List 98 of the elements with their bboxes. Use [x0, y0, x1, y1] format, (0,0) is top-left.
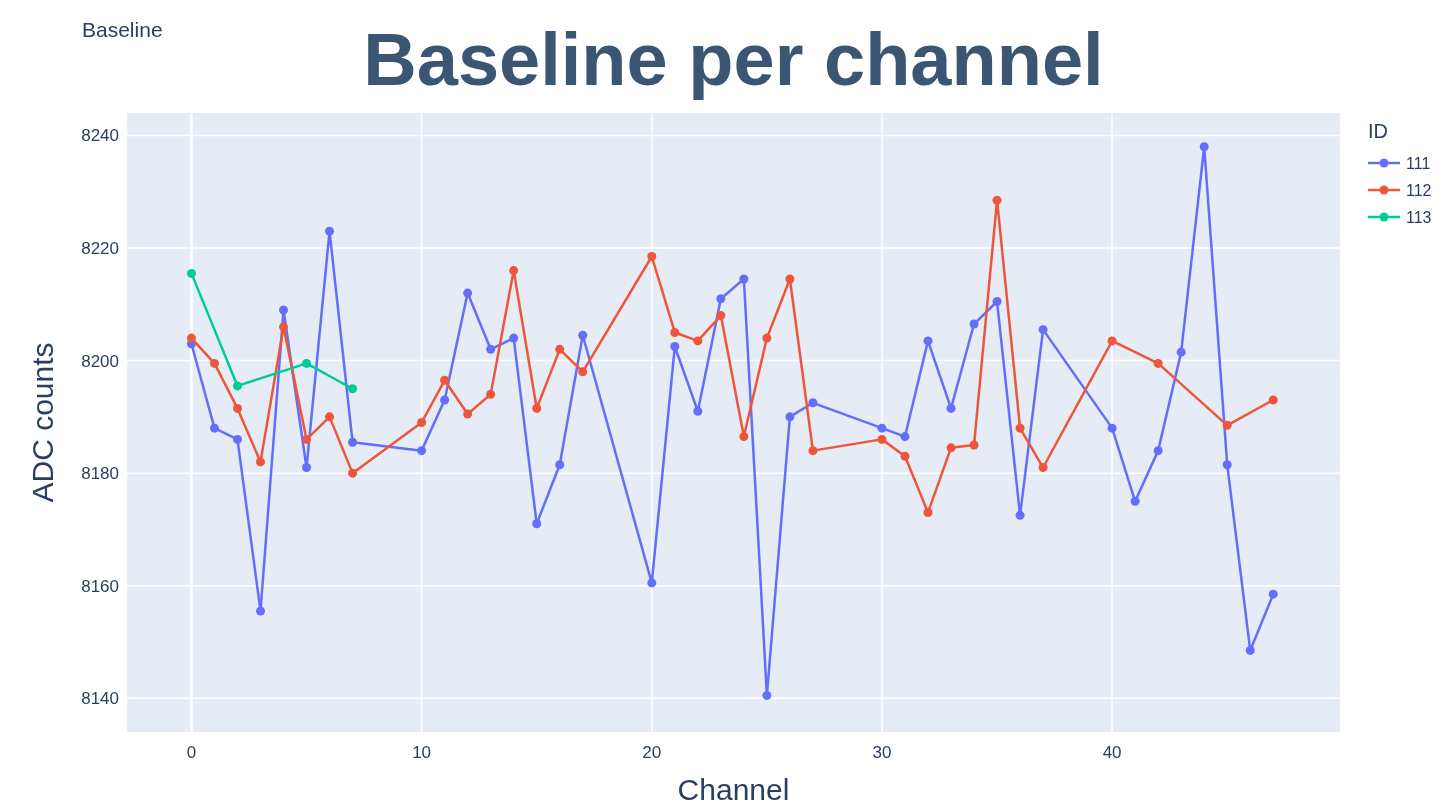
x-tick-label: 40 [1102, 743, 1122, 762]
point [555, 344, 565, 354]
point [900, 432, 910, 442]
point [302, 434, 312, 444]
point [1153, 358, 1163, 368]
point [716, 294, 726, 304]
point [1176, 347, 1186, 357]
point [256, 457, 265, 467]
y-tick-label: 8160 [81, 576, 119, 596]
point [647, 578, 657, 588]
point [716, 311, 726, 321]
y-tick-label: 8200 [81, 351, 119, 371]
point [348, 437, 358, 447]
point [785, 274, 795, 284]
point [532, 519, 542, 529]
legend-label: 111 [1406, 154, 1431, 172]
point [325, 412, 335, 422]
point [532, 403, 542, 413]
y-tick-label: 8180 [81, 464, 119, 484]
point [1245, 645, 1255, 655]
x-tick-label: 0 [186, 743, 197, 762]
point [808, 446, 818, 456]
y-tick-label: 8140 [81, 689, 119, 709]
legend-label: 112 [1406, 181, 1432, 199]
point [209, 358, 219, 368]
point [670, 327, 680, 337]
point [900, 451, 910, 461]
point [1130, 496, 1140, 506]
point [256, 606, 265, 616]
x-tick-label: 30 [872, 743, 892, 762]
point [647, 252, 657, 261]
point [232, 403, 242, 413]
point [209, 423, 219, 433]
point [1107, 336, 1117, 346]
y-axis-title: ADC counts [26, 342, 59, 503]
point [555, 460, 565, 470]
point [1015, 510, 1025, 520]
chart-title: Baseline per channel [363, 18, 1104, 101]
point [578, 367, 588, 377]
point [232, 381, 242, 391]
point [969, 440, 979, 450]
point [808, 398, 818, 408]
point [279, 322, 289, 332]
point [785, 412, 795, 422]
point [762, 690, 772, 700]
point [463, 409, 473, 419]
point [923, 336, 933, 346]
point [1268, 589, 1278, 599]
point [463, 288, 473, 298]
point [670, 342, 680, 352]
point [992, 195, 1002, 205]
point [486, 389, 496, 399]
point [509, 333, 519, 343]
legend-label: 113 [1406, 208, 1432, 226]
point [992, 297, 1002, 307]
point [762, 333, 772, 343]
point [739, 432, 749, 442]
point [186, 268, 196, 278]
x-tick-label: 20 [642, 743, 662, 762]
point [877, 434, 887, 444]
point [1038, 463, 1048, 473]
point [739, 274, 749, 284]
point [186, 333, 196, 343]
x-tick-label: 10 [412, 743, 432, 762]
point [923, 508, 933, 518]
point [1222, 420, 1232, 430]
point [946, 403, 956, 413]
point [693, 406, 703, 416]
point [509, 266, 519, 276]
point [302, 463, 312, 473]
point [417, 418, 427, 427]
point [1038, 325, 1048, 335]
point [440, 395, 450, 405]
point [1268, 395, 1278, 405]
y-tick-label: 8240 [81, 126, 119, 146]
point [693, 336, 703, 346]
point [946, 443, 956, 453]
text: Baseline [82, 18, 163, 41]
point [1222, 460, 1232, 470]
point [1199, 142, 1209, 152]
point [417, 446, 427, 456]
legend-title: ID [1368, 120, 1388, 142]
point [325, 226, 335, 236]
y-tick-label: 8220 [81, 239, 119, 258]
point [440, 375, 450, 385]
x-axis-title: Channel [677, 773, 790, 805]
point [486, 344, 496, 354]
point [578, 330, 588, 340]
point [232, 434, 242, 444]
point [279, 305, 289, 315]
point [302, 358, 312, 368]
point [348, 468, 358, 478]
point [1107, 423, 1117, 433]
point [1015, 423, 1025, 433]
point [348, 384, 358, 394]
point [969, 319, 979, 329]
point [1153, 446, 1163, 456]
point [877, 423, 887, 433]
